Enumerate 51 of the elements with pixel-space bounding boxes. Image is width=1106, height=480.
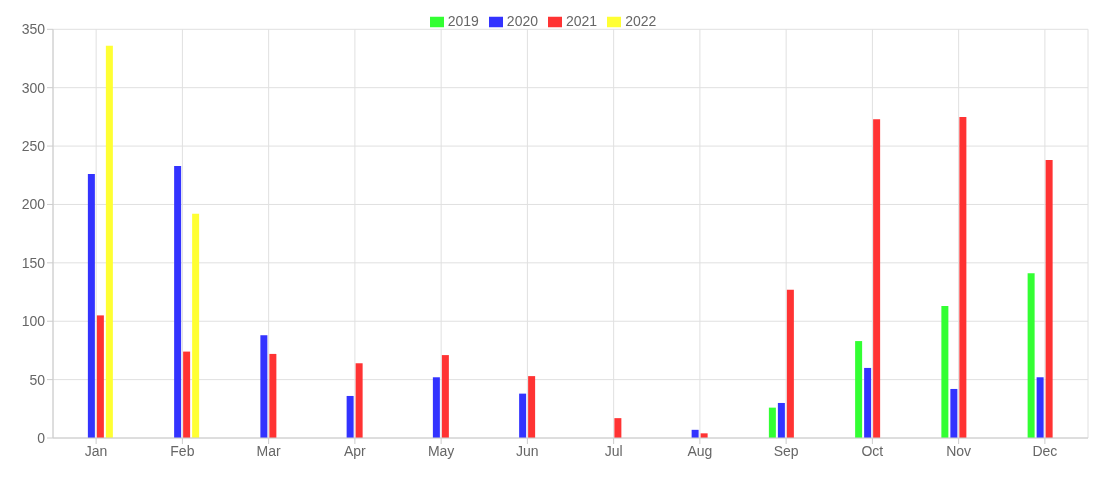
bar xyxy=(355,363,363,438)
bar xyxy=(873,119,881,438)
x-tick-label: May xyxy=(427,442,455,459)
bar xyxy=(519,393,527,438)
y-tick-label: 150 xyxy=(21,254,46,271)
bar xyxy=(855,341,863,438)
x-tick-label: Jun xyxy=(516,442,539,459)
bar xyxy=(768,407,776,438)
bar xyxy=(777,402,785,438)
bar xyxy=(1045,160,1053,438)
bar xyxy=(864,367,872,438)
bar xyxy=(183,351,191,438)
x-tick-label: Sep xyxy=(773,442,799,459)
bar xyxy=(941,306,949,438)
y-tick-label: 200 xyxy=(21,196,46,213)
bar xyxy=(260,335,268,438)
legend-label: 2021 xyxy=(566,13,598,29)
bar xyxy=(528,376,536,438)
x-tick-label: Mar xyxy=(256,442,282,459)
bar xyxy=(174,165,182,438)
legend-label: 2022 xyxy=(625,13,657,29)
bar xyxy=(614,418,622,438)
bar xyxy=(432,377,440,438)
y-tick-label: 50 xyxy=(29,371,46,388)
bar xyxy=(1027,273,1035,438)
y-tick-label: 300 xyxy=(21,79,46,96)
x-tick-label: Feb xyxy=(170,442,195,459)
y-tick-label: 350 xyxy=(21,21,46,38)
x-tick-label: Aug xyxy=(687,442,713,459)
bar xyxy=(1036,377,1044,438)
bar xyxy=(96,315,104,438)
x-tick-label: Jul xyxy=(604,442,623,459)
x-tick-label: Nov xyxy=(946,442,972,459)
bar xyxy=(87,174,95,438)
bar xyxy=(269,353,277,438)
y-tick-label: 0 xyxy=(37,429,46,446)
x-tick-label: Apr xyxy=(343,442,367,459)
bar xyxy=(346,395,354,438)
legend-label: 2019 xyxy=(447,13,479,29)
bar xyxy=(192,213,200,438)
bar xyxy=(786,289,794,438)
bar xyxy=(959,116,967,438)
x-tick-label: Jan xyxy=(84,442,108,459)
bar xyxy=(950,388,958,438)
y-tick-label: 250 xyxy=(21,138,46,155)
y-tick-label: 100 xyxy=(21,313,46,330)
bar xyxy=(105,45,113,438)
bar xyxy=(441,355,449,438)
x-tick-label: Dec xyxy=(1032,442,1058,459)
legend-label: 2020 xyxy=(506,13,538,29)
x-tick-label: Oct xyxy=(861,442,884,459)
